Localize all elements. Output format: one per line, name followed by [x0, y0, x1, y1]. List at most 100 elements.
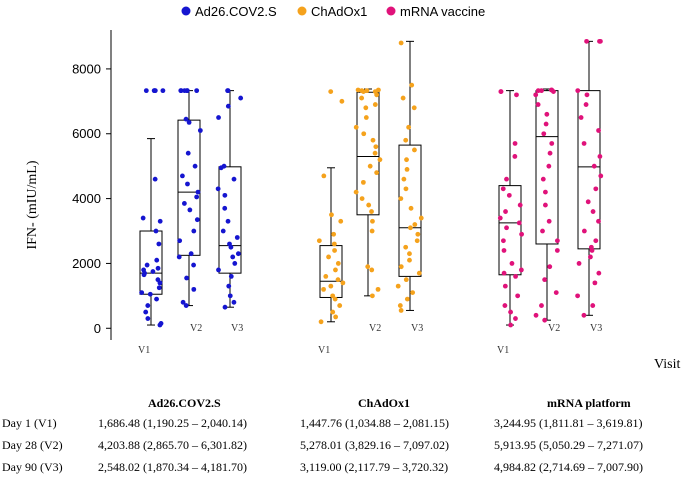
data-point: [188, 251, 194, 257]
data-point: [519, 231, 525, 237]
data-point: [400, 95, 406, 101]
data-point: [501, 270, 507, 276]
data-point: [230, 254, 236, 260]
box-iqr: [218, 166, 242, 274]
data-point: [502, 283, 508, 289]
data-point: [231, 299, 237, 305]
data-point: [333, 314, 339, 320]
data-point: [228, 274, 234, 279]
y-axis-title: IFN- (mIU/mL): [25, 160, 40, 249]
data-point: [192, 163, 198, 169]
data-point: [407, 257, 412, 263]
data-point: [369, 293, 375, 299]
data-point: [180, 299, 186, 305]
data-point: [323, 274, 329, 279]
data-point: [335, 261, 341, 266]
data-point: [581, 141, 587, 146]
data-point: [145, 303, 151, 308]
data-point: [590, 303, 596, 308]
data-point: [183, 303, 189, 308]
visit-label: V2: [548, 323, 560, 334]
data-point: [156, 285, 162, 291]
data-point: [508, 309, 513, 315]
data-point: [340, 280, 346, 286]
data-point: [406, 124, 412, 130]
data-point: [232, 261, 238, 266]
data-point: [330, 293, 336, 299]
data-point: [215, 186, 221, 192]
data-point: [401, 176, 407, 182]
data-point: [363, 115, 369, 120]
data-point: [331, 231, 337, 237]
data-point: [373, 144, 379, 150]
data-point: [143, 88, 149, 94]
data-point: [581, 312, 587, 318]
data-point: [415, 231, 421, 237]
data-point: [513, 274, 518, 279]
box-v1: V1: [138, 88, 166, 356]
box-iqr: [398, 144, 422, 277]
data-point: [409, 82, 415, 88]
data-point: [517, 202, 523, 208]
data-point: [592, 280, 598, 286]
data-point: [414, 238, 420, 244]
visit-label: V3: [231, 323, 243, 334]
data-point: [535, 88, 541, 94]
data-point: [593, 186, 599, 192]
visit-label: V3: [590, 323, 602, 334]
data-point: [412, 222, 418, 227]
table-header-ad26: Ad26.COV2.S: [148, 396, 221, 410]
data-point: [404, 157, 409, 163]
data-point: [216, 115, 221, 120]
data-point: [339, 98, 345, 104]
data-point: [369, 228, 375, 234]
data-point: [367, 163, 373, 169]
plot-area: V1 V2 V3 V1 V2 V3 V1 V2 V3: [138, 38, 604, 356]
data-point: [235, 251, 241, 257]
data-point: [197, 128, 203, 133]
data-point: [363, 105, 369, 111]
data-point: [332, 296, 338, 302]
cell-mrna: 3,244.95 (1,811.81 – 3,619.81): [494, 416, 643, 430]
data-point: [337, 303, 343, 308]
data-point: [328, 283, 334, 289]
data-point: [139, 290, 145, 296]
data-point: [369, 209, 374, 214]
data-point: [596, 218, 601, 224]
box-iqr: [177, 119, 201, 256]
data-point: [183, 116, 189, 122]
table-row: Day 1 (V1) 1,686.48 (1,190.25 – 2,040.14…: [0, 416, 685, 434]
visit-label: V3: [411, 323, 423, 334]
data-point: [547, 264, 553, 270]
data-point: [516, 220, 522, 226]
data-point: [191, 262, 196, 268]
data-point: [403, 186, 409, 192]
data-point: [365, 264, 371, 270]
row-label: Day 90 (V3): [2, 460, 63, 474]
data-point: [540, 228, 545, 234]
data-point: [584, 92, 590, 98]
data-point: [581, 228, 587, 234]
data-point: [551, 89, 556, 94]
visit-label: V1: [318, 345, 330, 356]
data-point: [177, 238, 183, 244]
data-point: [178, 88, 184, 94]
box-v3: V3: [575, 38, 604, 334]
data-point: [155, 265, 161, 271]
data-point: [195, 189, 201, 195]
y-tick-label: 0: [94, 321, 101, 336]
legend-marker-chadox1: [297, 6, 307, 16]
data-point: [228, 244, 234, 250]
data-point: [156, 241, 162, 247]
data-point: [544, 111, 550, 117]
cell-chadox1: 1,447.76 (1,034.88 – 2,081.15): [300, 416, 449, 430]
data-point: [410, 290, 416, 296]
data-point: [504, 225, 509, 231]
data-point: [395, 283, 401, 289]
data-point: [589, 248, 595, 253]
data-point: [152, 88, 158, 94]
table-header-chadox1: ChAdOx1: [358, 396, 411, 410]
data-point: [403, 277, 409, 283]
data-point: [509, 261, 515, 266]
legend-label-chadox1: ChAdOx1: [311, 4, 367, 19]
